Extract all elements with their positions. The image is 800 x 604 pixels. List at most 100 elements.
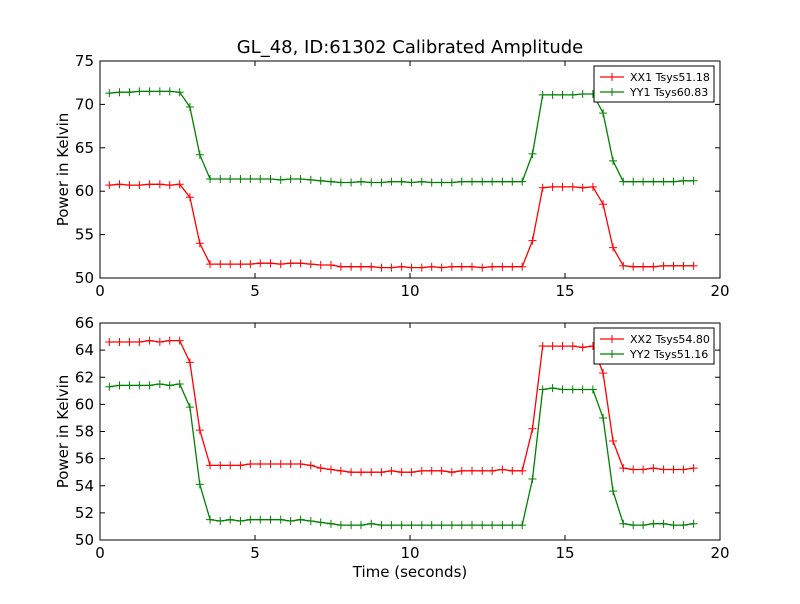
data-point: [135, 381, 144, 390]
data-point: [639, 262, 648, 271]
series-line-1-1: [109, 183, 694, 269]
data-point: [165, 336, 174, 345]
data-point: [508, 262, 517, 271]
data-point: [669, 261, 678, 270]
data-point: [518, 521, 527, 530]
y-tick-label: 62: [75, 368, 94, 386]
data-point: [518, 177, 527, 186]
data-point: [447, 468, 456, 477]
data-point: [609, 487, 618, 496]
data-point: [347, 178, 356, 187]
data-point: [306, 461, 315, 470]
data-point: [195, 239, 204, 248]
data-point: [629, 177, 638, 186]
data-point: [427, 466, 436, 475]
data-point: [659, 519, 668, 528]
data-point: [115, 88, 124, 97]
data-point: [568, 182, 577, 191]
data-point: [407, 263, 416, 272]
data-point: [417, 177, 426, 186]
data-point: [266, 259, 275, 268]
data-point: [377, 468, 386, 477]
data-point: [306, 175, 315, 184]
data-point: [377, 263, 386, 272]
data-point: [538, 183, 547, 192]
data-point: [578, 343, 587, 352]
data-point: [377, 521, 386, 530]
data-point: [447, 521, 456, 530]
y-tick-label: 60: [75, 395, 94, 413]
data-point: [226, 515, 235, 524]
data-point: [175, 380, 184, 389]
data-point: [357, 468, 366, 477]
data-point: [125, 88, 134, 97]
y-tick-label: 58: [75, 423, 94, 441]
data-point: [185, 403, 194, 412]
data-point: [568, 385, 577, 394]
y-tick-label: 70: [75, 95, 94, 113]
data-point: [256, 460, 265, 469]
data-point: [306, 260, 315, 269]
legend-label: XX2 Tsys54.80: [630, 333, 710, 346]
data-point: [115, 381, 124, 390]
data-point: [659, 465, 668, 474]
data-point: [175, 336, 184, 345]
data-point: [216, 461, 225, 470]
data-point: [296, 259, 305, 268]
data-point: [306, 517, 315, 526]
data-point: [296, 175, 305, 184]
data-point: [336, 521, 345, 530]
data-point: [427, 262, 436, 271]
data-point: [669, 521, 678, 530]
data-point: [336, 178, 345, 187]
data-point: [115, 180, 124, 189]
y-tick-label: 66: [75, 314, 94, 332]
data-point: [256, 515, 265, 524]
data-point: [357, 177, 366, 186]
data-point: [236, 260, 245, 269]
data-point: [518, 262, 527, 271]
data-point: [387, 177, 396, 186]
data-point: [367, 262, 376, 271]
data-point: [135, 181, 144, 190]
data-point: [266, 175, 275, 184]
y-tick-label: 65: [75, 139, 94, 157]
data-point: [316, 260, 325, 269]
data-point: [246, 175, 255, 184]
data-point: [417, 521, 426, 530]
data-point: [478, 263, 487, 272]
data-point: [508, 466, 517, 475]
data-point: [397, 521, 406, 530]
data-point: [276, 175, 285, 184]
y-tick-label: 55: [75, 226, 94, 244]
data-point: [165, 181, 174, 190]
data-point: [206, 175, 215, 184]
legend-box: [593, 65, 715, 103]
data-point: [286, 460, 295, 469]
data-point: [528, 474, 537, 483]
data-point: [397, 262, 406, 271]
data-point: [407, 468, 416, 477]
data-point: [478, 177, 487, 186]
data-point: [679, 465, 688, 474]
data-point: [236, 175, 245, 184]
data-point: [236, 517, 245, 526]
data-point: [296, 515, 305, 524]
data-point: [175, 88, 184, 97]
data-point: [437, 263, 446, 272]
data-point: [185, 193, 194, 202]
figure-title: GL_48, ID:61302 Calibrated Amplitude: [237, 37, 584, 58]
data-point: [125, 181, 134, 190]
x-tick-label: 10: [400, 282, 419, 300]
data-point: [548, 182, 557, 191]
legend-label: YY1 Tsys60.83: [629, 86, 708, 99]
y-axis-label: Power in Kelvin: [54, 113, 72, 227]
data-point: [568, 342, 577, 351]
data-point: [286, 175, 295, 184]
data-point: [548, 384, 557, 393]
legend-marker: [608, 73, 616, 81]
data-point: [498, 521, 507, 530]
data-point: [145, 180, 154, 189]
data-point: [417, 466, 426, 475]
